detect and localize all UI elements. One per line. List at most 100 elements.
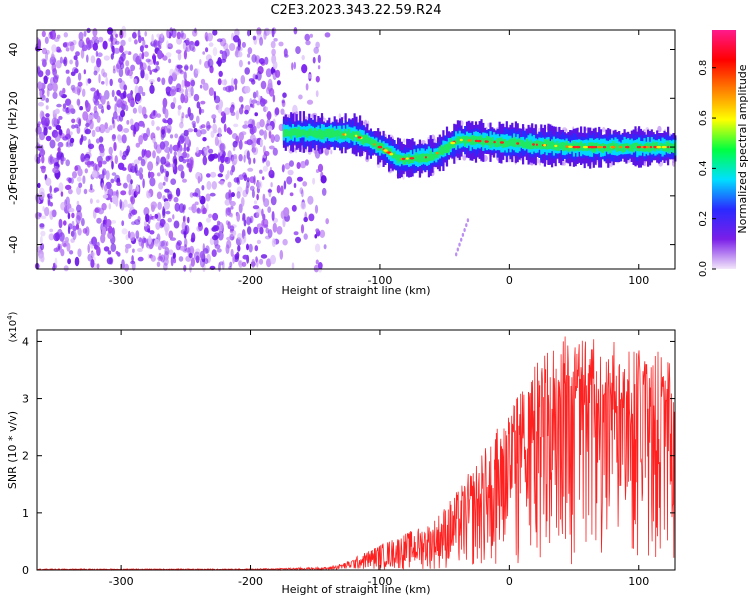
band-cell bbox=[601, 143, 604, 154]
band-cell bbox=[494, 139, 498, 148]
noise-speckle bbox=[238, 59, 243, 68]
noise-speckle bbox=[70, 71, 76, 77]
noise-speckle bbox=[188, 252, 193, 259]
noise-speckle bbox=[167, 43, 172, 48]
noise-speckle bbox=[274, 134, 280, 143]
noise-speckle bbox=[41, 116, 47, 126]
noise-speckle bbox=[134, 39, 138, 45]
band-cell bbox=[511, 138, 514, 147]
noise-speckle bbox=[129, 118, 134, 126]
noise-speckle bbox=[107, 188, 114, 198]
noise-speckle bbox=[150, 112, 156, 117]
noise-speckle bbox=[165, 170, 170, 178]
noise-speckle bbox=[203, 227, 209, 237]
band-cell bbox=[407, 154, 411, 164]
band-cell bbox=[632, 143, 635, 153]
noise-speckle bbox=[210, 171, 217, 178]
noise-speckle bbox=[217, 127, 222, 135]
noise-speckle bbox=[178, 135, 185, 145]
band-cell bbox=[480, 135, 483, 145]
noise-speckle bbox=[276, 226, 283, 235]
noise-speckle bbox=[255, 256, 258, 263]
noise-speckle bbox=[111, 89, 115, 98]
band-cell bbox=[427, 154, 430, 162]
band-cell bbox=[545, 140, 548, 150]
noise-speckle bbox=[273, 38, 278, 42]
noise-speckle bbox=[36, 65, 41, 73]
noise-speckle bbox=[162, 118, 167, 123]
noise-speckle bbox=[302, 181, 308, 187]
noise-speckle bbox=[154, 213, 159, 219]
noise-speckle bbox=[267, 78, 273, 88]
noise-speckle bbox=[120, 190, 127, 196]
band-hotspot bbox=[575, 145, 581, 149]
noise-speckle bbox=[91, 236, 98, 247]
noise-speckle bbox=[218, 99, 224, 109]
noise-speckle bbox=[147, 228, 151, 233]
noise-speckle bbox=[65, 159, 70, 167]
noise-speckle bbox=[192, 46, 196, 53]
band-cell bbox=[357, 131, 360, 142]
noise-speckle bbox=[217, 230, 224, 241]
noise-speckle bbox=[81, 218, 85, 227]
noise-speckle bbox=[234, 83, 238, 91]
noise-speckle bbox=[165, 163, 172, 168]
band-streak bbox=[461, 232, 465, 237]
noise-speckle bbox=[293, 183, 297, 188]
noise-speckle bbox=[180, 32, 187, 40]
band-cell bbox=[668, 143, 671, 154]
band-hotspot bbox=[383, 149, 388, 152]
noise-speckle bbox=[78, 118, 81, 127]
band-cell bbox=[340, 132, 344, 139]
band-cell bbox=[353, 131, 356, 138]
noise-speckle bbox=[202, 51, 206, 55]
noise-speckle bbox=[85, 78, 89, 86]
noise-speckle bbox=[214, 225, 220, 232]
noise-speckle bbox=[58, 115, 63, 120]
y-tick-label: 4 bbox=[22, 335, 29, 348]
noise-speckle bbox=[259, 169, 263, 174]
noise-speckle bbox=[262, 193, 266, 203]
noise-speckle bbox=[60, 248, 65, 257]
noise-speckle bbox=[187, 128, 194, 133]
noise-speckle bbox=[185, 88, 188, 98]
noise-speckle bbox=[89, 198, 93, 205]
band-cell bbox=[431, 154, 434, 161]
noise-speckle bbox=[74, 165, 79, 172]
noise-speckle bbox=[244, 67, 250, 75]
noise-speckle bbox=[121, 259, 125, 269]
noise-speckle bbox=[87, 114, 93, 120]
noise-speckle bbox=[172, 162, 176, 170]
noise-speckle bbox=[304, 33, 311, 42]
noise-speckle bbox=[123, 84, 127, 91]
noise-speckle bbox=[102, 160, 107, 165]
band-cell bbox=[518, 138, 521, 148]
y-tick-label: 1 bbox=[22, 507, 29, 520]
noise-speckle bbox=[119, 150, 123, 157]
band-cell bbox=[538, 141, 541, 148]
noise-speckle bbox=[83, 30, 87, 37]
band-cell bbox=[346, 131, 349, 138]
noise-speckle bbox=[296, 162, 301, 169]
band-cell bbox=[393, 151, 396, 159]
noise-speckle bbox=[153, 238, 160, 247]
noise-speckle bbox=[238, 107, 244, 115]
band-hotspot bbox=[436, 151, 439, 155]
noise-speckle bbox=[90, 160, 95, 167]
noise-speckle bbox=[85, 102, 91, 113]
noise-speckle bbox=[76, 176, 82, 182]
noise-speckle bbox=[177, 105, 182, 110]
noise-speckle bbox=[199, 250, 205, 260]
noise-speckle bbox=[278, 41, 284, 47]
band-cell bbox=[404, 154, 407, 165]
x-tick-label: -100 bbox=[367, 274, 392, 287]
noise-speckle bbox=[216, 248, 222, 253]
band-streak bbox=[465, 223, 468, 228]
band-cell bbox=[505, 140, 508, 148]
noise-speckle bbox=[169, 144, 173, 154]
band-cell bbox=[520, 139, 523, 147]
noise-speckle bbox=[130, 101, 135, 108]
noise-speckle bbox=[193, 128, 198, 133]
noise-speckle bbox=[244, 109, 249, 115]
noise-speckle bbox=[60, 191, 64, 197]
